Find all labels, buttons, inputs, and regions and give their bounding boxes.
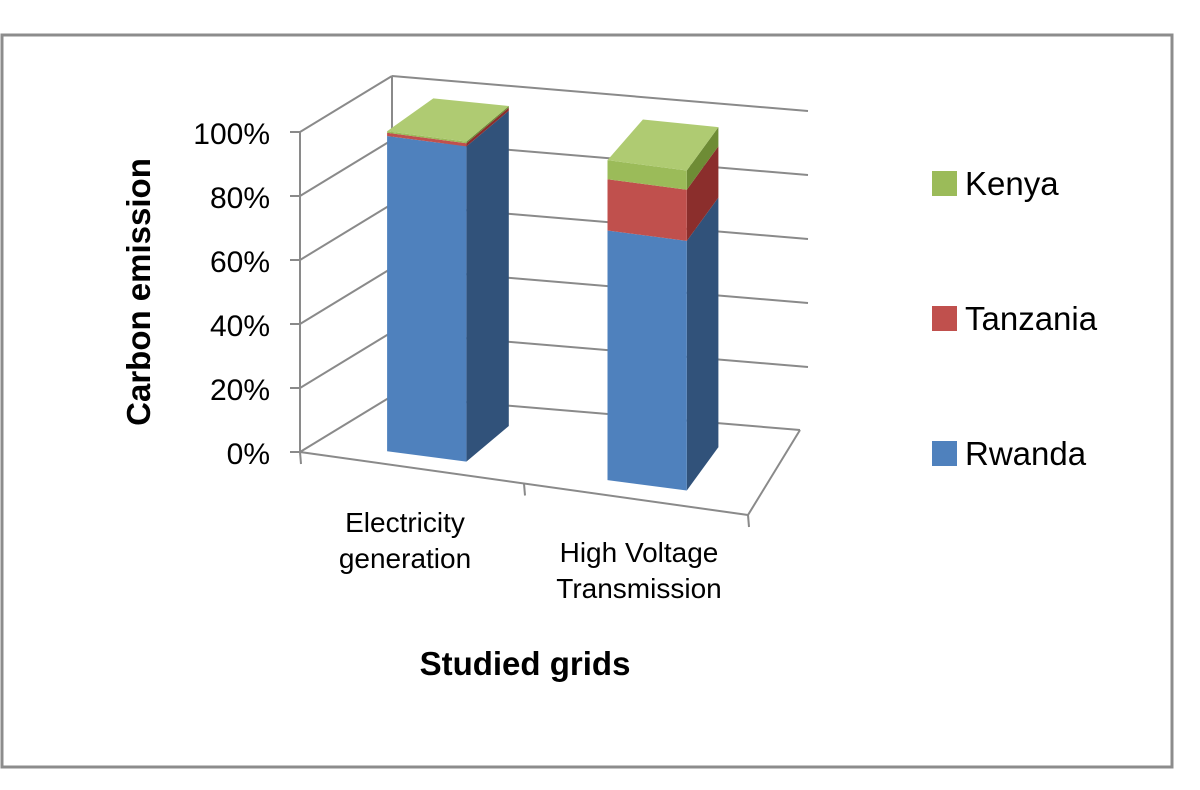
- bar-side-rwanda: [466, 110, 509, 462]
- legend-swatch-kenya: [932, 171, 957, 196]
- floor-right-edge: [747, 429, 801, 516]
- y-tick-label: 100%: [193, 118, 270, 151]
- bar-top-kenya: [387, 98, 509, 142]
- bar-segment-rwanda: [387, 136, 467, 462]
- back-wall-gridline: [391, 75, 809, 112]
- y-tick-labels: 0% 20% 40% 60% 80% 100%: [193, 118, 270, 471]
- y-tick-label: 80%: [210, 182, 270, 215]
- bar-segment-rwanda: [607, 230, 687, 491]
- y-tick-label: 60%: [210, 246, 270, 279]
- x-tick-labels: Electricity generation High Voltage Transmi…: [339, 507, 722, 604]
- bar-segment-kenya: [387, 131, 467, 144]
- bars: [387, 98, 719, 491]
- bar-side-rwanda: [686, 197, 719, 491]
- legend-swatch-tanzania: [932, 306, 957, 331]
- side-wall-gridline: [299, 139, 393, 197]
- bar-side-tanzania: [686, 146, 719, 241]
- bar-side-tanzania: [466, 107, 509, 147]
- legend-label-tanzania: Tanzania: [965, 300, 1098, 337]
- y-tick-label: 20%: [210, 374, 270, 407]
- x-tick-label: Electricity: [345, 507, 465, 538]
- bar-segment-tanzania: [607, 179, 687, 241]
- x-tick-label: Transmission: [556, 573, 721, 604]
- bar-segment-kenya: [607, 160, 687, 190]
- x-tick-label: High Voltage: [560, 537, 719, 568]
- bar-side-kenya: [466, 106, 509, 144]
- side-wall-gridline: [299, 75, 393, 133]
- bar-segment-tanzania: [387, 132, 467, 147]
- x-tick-label: generation: [339, 543, 471, 574]
- side-wall-gridline: [299, 331, 393, 389]
- legend-swatch-rwanda: [932, 441, 957, 466]
- legend-label-kenya: Kenya: [965, 165, 1059, 202]
- y-tick-label: 0%: [227, 438, 270, 471]
- x-tick-mark: [299, 451, 302, 465]
- legend-label-rwanda: Rwanda: [965, 435, 1087, 472]
- bar-side-kenya: [686, 127, 719, 190]
- x-tick-mark: [523, 483, 526, 496]
- side-wall-gridline: [299, 203, 393, 261]
- x-tick-mark: [747, 514, 750, 528]
- x-axis-title: Studied grids: [420, 645, 631, 682]
- bar-top-kenya: [607, 119, 719, 171]
- y-axis-title: Carbon emission: [120, 158, 157, 426]
- legend: Kenya Tanzania Rwanda: [932, 165, 1098, 472]
- floor-left-edge: [299, 395, 393, 453]
- y-tick-label: 40%: [210, 310, 270, 343]
- side-wall-gridline: [299, 267, 393, 325]
